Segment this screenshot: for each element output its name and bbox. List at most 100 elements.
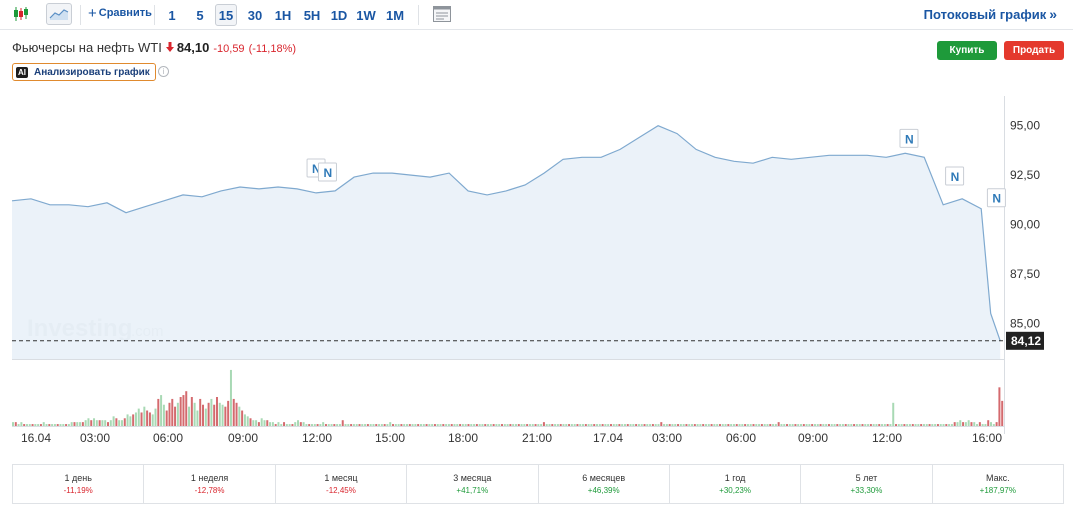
volume-bar bbox=[101, 420, 104, 426]
volume-bar bbox=[774, 424, 777, 426]
volume-bar bbox=[858, 424, 861, 426]
timeframe-button[interactable]: 30 bbox=[247, 7, 263, 23]
volume-bar bbox=[794, 424, 797, 426]
volume-bar bbox=[609, 424, 612, 426]
timeframe-button[interactable]: 1D bbox=[330, 7, 348, 23]
timeframe-button[interactable]: 5 bbox=[196, 7, 204, 23]
volume-bar bbox=[25, 424, 28, 426]
x-tick-label: 06:00 bbox=[153, 431, 183, 445]
y-tick-label: 90,00 bbox=[1010, 218, 1040, 232]
volume-bar bbox=[202, 404, 205, 426]
volume-bar bbox=[917, 424, 920, 426]
timeframe-button[interactable]: 1 bbox=[168, 7, 176, 23]
volume-bar bbox=[523, 424, 526, 426]
volume-bar bbox=[162, 404, 165, 426]
volume-bar bbox=[473, 424, 476, 426]
volume-bar bbox=[17, 424, 20, 426]
volume-bar bbox=[509, 424, 512, 426]
volume-bar bbox=[651, 424, 654, 426]
volume-bar bbox=[445, 424, 448, 426]
volume-bar bbox=[760, 424, 763, 426]
period-cell[interactable]: 1 месяц -12,45% bbox=[276, 465, 408, 503]
volume-bar bbox=[73, 422, 76, 426]
volume-bar bbox=[534, 424, 537, 426]
volume-bar bbox=[481, 424, 484, 426]
compare-label: Сравнить bbox=[98, 7, 152, 19]
timeframe-button[interactable]: 1W bbox=[356, 7, 376, 23]
volume-bar bbox=[590, 424, 593, 426]
period-cell[interactable]: 6 месяцев +46,39% bbox=[539, 465, 670, 503]
volume-bar bbox=[869, 424, 872, 426]
volume-bar bbox=[271, 422, 274, 426]
volume-bar bbox=[816, 424, 819, 426]
compare-button[interactable]: + Сравнить bbox=[88, 6, 152, 21]
volume-bar bbox=[811, 424, 814, 426]
price-change: -10,59 bbox=[213, 43, 245, 55]
x-tick-label: 03:00 bbox=[652, 431, 682, 445]
volume-bar bbox=[716, 424, 719, 426]
volume-bar bbox=[140, 412, 143, 426]
volume-bar bbox=[87, 418, 90, 426]
volume-bar bbox=[484, 424, 487, 426]
volume-bar bbox=[232, 398, 235, 426]
period-cell[interactable]: 1 неделя -12,78% bbox=[144, 465, 276, 503]
volume-bar bbox=[853, 424, 856, 426]
volume-bar bbox=[867, 424, 870, 426]
timeframe-button[interactable]: 1M bbox=[385, 7, 405, 23]
volume-bar bbox=[825, 424, 828, 426]
layout-icon[interactable] bbox=[430, 3, 454, 25]
streaming-chart-link[interactable]: Потоковый график» bbox=[924, 6, 1057, 22]
volume-bar bbox=[327, 424, 330, 426]
volume-bar bbox=[160, 395, 163, 426]
period-cell[interactable]: Макс. +187,97% bbox=[933, 465, 1063, 503]
price-chart[interactable]: Investing.com95,0092,5090,0087,5085,0084… bbox=[0, 92, 1073, 457]
analyze-chart-button[interactable]: AI Анализировать график bbox=[12, 63, 156, 81]
volume-bar bbox=[104, 420, 107, 426]
period-change: +30,23% bbox=[719, 486, 751, 495]
volume-bar bbox=[389, 422, 392, 426]
volume-bar bbox=[735, 424, 738, 426]
last-price-tag bbox=[1006, 331, 1044, 350]
volume-bar bbox=[299, 422, 302, 426]
volume-bar bbox=[875, 424, 878, 426]
timeframe-button[interactable]: 5H bbox=[303, 7, 321, 23]
sell-button[interactable]: Продать bbox=[1004, 41, 1064, 60]
info-icon[interactable]: i bbox=[158, 66, 169, 77]
volume-bar bbox=[406, 424, 408, 426]
volume-bar bbox=[79, 422, 82, 426]
volume-bar bbox=[308, 424, 311, 426]
news-marker bbox=[986, 188, 1006, 208]
volume-bar bbox=[956, 422, 959, 426]
volume-bar bbox=[772, 424, 775, 426]
volume-bar bbox=[548, 424, 551, 426]
volume-bar bbox=[506, 424, 509, 426]
volume-bar bbox=[59, 424, 62, 426]
area-chart-icon[interactable] bbox=[46, 3, 72, 25]
volume-bar bbox=[783, 424, 786, 426]
period-change: -12,45% bbox=[326, 486, 356, 495]
volume-bar bbox=[744, 424, 747, 426]
period-change: +33,30% bbox=[850, 486, 883, 495]
volume-bar bbox=[528, 424, 531, 426]
candlestick-icon[interactable] bbox=[10, 3, 32, 25]
timeframe-button[interactable]: 15 bbox=[215, 4, 237, 26]
y-tick-label: 87,50 bbox=[1010, 267, 1040, 281]
period-cell[interactable]: 5 лет +33,30% bbox=[801, 465, 933, 503]
volume-bar bbox=[118, 420, 121, 426]
period-cell[interactable]: 1 день -11,19% bbox=[13, 465, 145, 503]
volume-bar bbox=[995, 422, 998, 426]
ai-badge-icon: AI bbox=[16, 66, 28, 78]
buy-button[interactable]: Купить bbox=[937, 41, 997, 60]
period-cell[interactable]: 3 месяца +41,71% bbox=[407, 465, 539, 503]
timeframe-button[interactable]: 1H bbox=[274, 7, 292, 23]
volume-bar bbox=[934, 424, 937, 426]
period-label: 6 месяцев bbox=[582, 473, 626, 483]
period-cell[interactable]: 1 год +30,23% bbox=[670, 465, 802, 503]
volume-bar bbox=[120, 420, 123, 426]
volume-bar bbox=[428, 424, 431, 426]
news-marker-label: N bbox=[992, 192, 1001, 206]
volume-bar bbox=[800, 424, 802, 426]
volume-bar bbox=[193, 402, 196, 426]
period-label: 3 месяца bbox=[453, 473, 492, 483]
volume-bar bbox=[70, 422, 73, 426]
